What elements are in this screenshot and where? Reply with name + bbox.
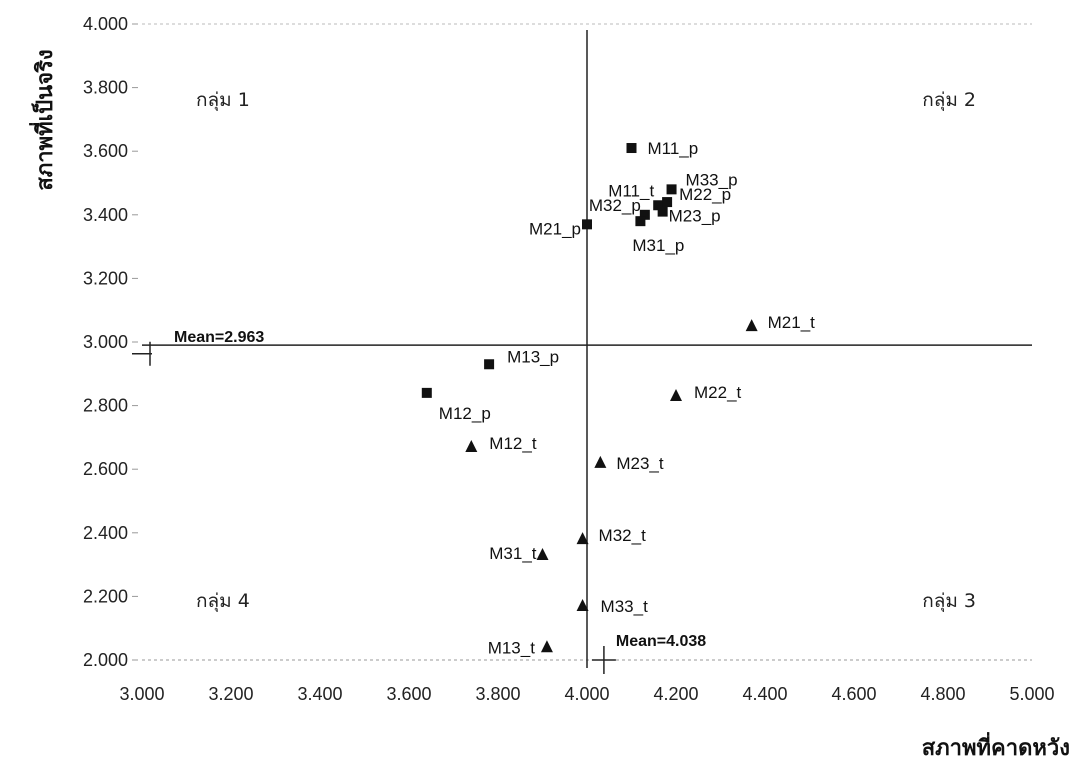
x-tick-label: 3.000 <box>119 684 164 704</box>
mean-reference-lines: Mean=2.963 Mean=4.038 <box>132 30 1032 674</box>
point-label: M31_t <box>489 544 537 563</box>
x-axis-title: สภาพที่คาดหวัง <box>922 731 1070 761</box>
square-marker <box>421 387 432 398</box>
point-label: M33_t <box>601 597 649 616</box>
x-tick-label: 4.800 <box>920 684 965 704</box>
point-label: M31_p <box>632 236 684 255</box>
square-marker <box>666 184 677 195</box>
square-marker <box>635 216 646 227</box>
y-axis-ticks: 2.000 2.200 2.400 2.600 2.800 3.000 3.200 3.400… <box>83 14 138 670</box>
triangle-marker <box>465 439 478 452</box>
x-tick-label: 3.800 <box>475 684 520 704</box>
quadrant-label: กลุ่ม 1 <box>196 89 250 112</box>
triangle-marker <box>576 532 589 545</box>
x-tick-label: 3.400 <box>297 684 342 704</box>
x-tick-label: 4.000 <box>564 684 609 704</box>
y-tick-label: 3.800 <box>83 78 128 98</box>
point-label: M13_t <box>488 638 536 657</box>
square-marker <box>484 359 495 370</box>
x-axis-ticks: 3.000 3.200 3.400 3.600 3.800 4.000 4.200 4.400… <box>119 684 1054 704</box>
triangle-marker <box>536 548 549 561</box>
triangle-marker <box>540 640 553 653</box>
y-tick-label: 2.200 <box>83 586 128 606</box>
x-tick-label: 4.200 <box>653 684 698 704</box>
point-label: M21_t <box>768 313 816 332</box>
point-label: M23_p <box>669 207 721 226</box>
point-label: M13_p <box>507 347 559 366</box>
square-marker <box>582 219 592 230</box>
point-label: M12_p <box>439 404 491 423</box>
quadrant-label: กลุ่ม 2 <box>922 89 976 112</box>
triangle-marker <box>576 598 589 611</box>
y-tick-label: 3.400 <box>83 205 128 225</box>
x-tick-label: 4.400 <box>742 684 787 704</box>
y-mean-label: Mean=2.963 <box>174 329 264 346</box>
square-marker <box>662 197 673 208</box>
x-tick-label: 5.000 <box>1009 684 1054 704</box>
x-tick-label: 3.600 <box>386 684 431 704</box>
y-tick-label: 4.000 <box>83 14 128 34</box>
point-label: M11_p <box>648 139 699 158</box>
y-tick-label: 2.400 <box>83 523 128 543</box>
y-tick-label: 2.800 <box>83 396 128 416</box>
point-label: M33_p <box>686 170 738 189</box>
quadrant-label: กลุ่ม 3 <box>922 590 976 613</box>
square-marker <box>626 143 637 154</box>
point-label: M11_t <box>608 181 654 200</box>
y-tick-label: 3.000 <box>83 332 128 352</box>
point-label: M32_t <box>599 526 647 545</box>
triangle-marker <box>670 389 682 402</box>
quadrant-labels: กลุ่ม 1 กลุ่ม 2 กลุ่ม 3 กลุ่ม 4 <box>196 89 976 613</box>
point-label: M23_t <box>616 454 664 473</box>
square-marker <box>639 209 650 220</box>
quadrant-label: กลุ่ม 4 <box>196 590 250 613</box>
y-tick-label: 3.600 <box>83 141 128 161</box>
x-tick-label: 3.200 <box>208 684 253 704</box>
y-axis-title: สภาพที่เป็นจริง <box>28 49 58 190</box>
triangle-marker <box>594 455 607 468</box>
point-label: M21_p <box>529 219 581 238</box>
y-tick-label: 2.600 <box>83 459 128 479</box>
square-marker <box>653 200 664 211</box>
data-points: M11_p M33_p M11_t M22_p M32_p M23_p M31_p M21_p… <box>421 139 816 657</box>
point-label: M22_p <box>679 185 731 204</box>
y-tick-label: 2.000 <box>83 650 128 670</box>
point-label: M32_p <box>589 196 641 215</box>
y-tick-label: 3.200 <box>83 268 128 288</box>
point-label: M12_t <box>489 434 537 453</box>
point-label: M22_t <box>694 383 742 402</box>
triangle-marker <box>745 319 758 332</box>
x-mean-label: Mean=4.038 <box>616 633 706 650</box>
square-marker <box>657 206 668 217</box>
x-tick-label: 4.600 <box>831 684 876 704</box>
